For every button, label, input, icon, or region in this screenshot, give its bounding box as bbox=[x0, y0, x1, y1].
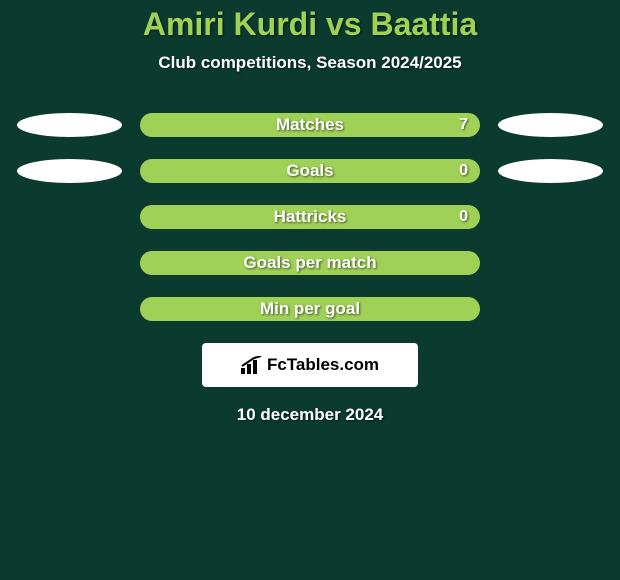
logo-text: FcTables.com bbox=[267, 355, 379, 375]
stat-bar-gpm: Goals per match bbox=[140, 251, 480, 275]
stat-row: Matches 7 bbox=[0, 113, 620, 137]
stat-rows: Matches 7 Goals 0 Hattricks 0 Goals per … bbox=[0, 113, 620, 321]
stat-bar-matches: Matches 7 bbox=[140, 113, 480, 137]
stat-value: 0 bbox=[459, 162, 468, 180]
stat-label: Goals bbox=[286, 161, 333, 181]
stat-row: Min per goal bbox=[0, 297, 620, 321]
stat-row: Goals 0 bbox=[0, 159, 620, 183]
left-ellipse bbox=[17, 113, 122, 137]
stat-bar-hattricks: Hattricks 0 bbox=[140, 205, 480, 229]
stat-label: Hattricks bbox=[274, 207, 347, 227]
page-title: Amiri Kurdi vs Baattia bbox=[0, 0, 620, 43]
chart-icon bbox=[241, 356, 263, 374]
stat-value: 0 bbox=[459, 208, 468, 226]
stat-row: Hattricks 0 bbox=[0, 205, 620, 229]
stat-row: Goals per match bbox=[0, 251, 620, 275]
stat-label: Matches bbox=[276, 115, 344, 135]
subtitle: Club competitions, Season 2024/2025 bbox=[0, 53, 620, 73]
stat-label: Min per goal bbox=[260, 299, 360, 319]
right-ellipse bbox=[498, 113, 603, 137]
stat-bar-mpg: Min per goal bbox=[140, 297, 480, 321]
stat-value: 7 bbox=[459, 116, 468, 134]
date-text: 10 december 2024 bbox=[0, 405, 620, 425]
stat-label: Goals per match bbox=[243, 253, 376, 273]
stat-bar-goals: Goals 0 bbox=[140, 159, 480, 183]
logo-box: FcTables.com bbox=[202, 343, 418, 387]
logo: FcTables.com bbox=[241, 355, 379, 375]
left-ellipse bbox=[17, 159, 122, 183]
right-ellipse bbox=[498, 159, 603, 183]
